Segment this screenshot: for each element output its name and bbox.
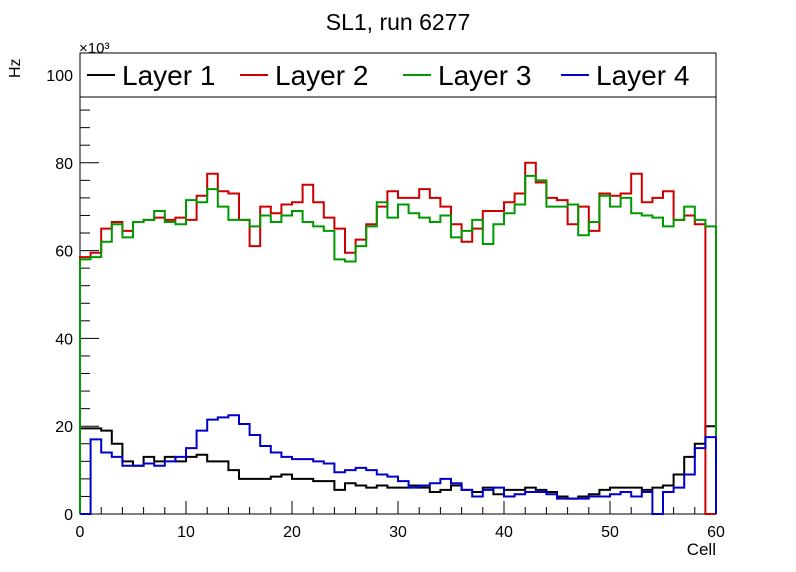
series-line-layer-3 bbox=[79, 174, 717, 514]
y-axis-label: Hz bbox=[7, 58, 24, 78]
x-tick-label: 60 bbox=[707, 524, 725, 541]
x-tick-label: 0 bbox=[76, 524, 85, 541]
y-ticks: 0 20 40 60 80 100 bbox=[46, 68, 99, 524]
x-tick-label: 40 bbox=[495, 524, 513, 541]
x-axis-label: Cell bbox=[687, 540, 716, 559]
series-line-layer-4 bbox=[80, 414, 717, 515]
x-tick-label: 20 bbox=[283, 524, 301, 541]
x-tick-label: 30 bbox=[389, 524, 407, 541]
series-line-layer-1 bbox=[79, 425, 717, 514]
x-tick-label: 10 bbox=[177, 524, 195, 541]
y-tick-label: 0 bbox=[64, 507, 73, 524]
legend-box bbox=[79, 52, 717, 98]
legend-label-layer-1: Layer 1 bbox=[122, 60, 215, 91]
y-tick-label: 20 bbox=[55, 419, 73, 436]
series-layer bbox=[79, 161, 717, 515]
y-tick-label: 100 bbox=[46, 68, 73, 85]
y-tick-label: 60 bbox=[55, 244, 73, 261]
y-tick-label: 80 bbox=[55, 156, 73, 173]
plot-frame bbox=[79, 52, 717, 515]
legend-label-layer-3: Layer 3 bbox=[438, 60, 531, 91]
chart-title: SL1, run 6277 bbox=[326, 9, 471, 35]
x-ticks: 0 10 20 30 40 50 60 bbox=[76, 501, 725, 541]
legend: Layer 1 Layer 2 Layer 3 Layer 4 bbox=[79, 52, 717, 98]
y-tick-label: 40 bbox=[55, 331, 73, 348]
series-line-layer-2 bbox=[79, 161, 716, 515]
legend-label-layer-2: Layer 2 bbox=[275, 60, 368, 91]
legend-label-layer-4: Layer 4 bbox=[596, 60, 689, 91]
x-tick-label: 50 bbox=[601, 524, 619, 541]
